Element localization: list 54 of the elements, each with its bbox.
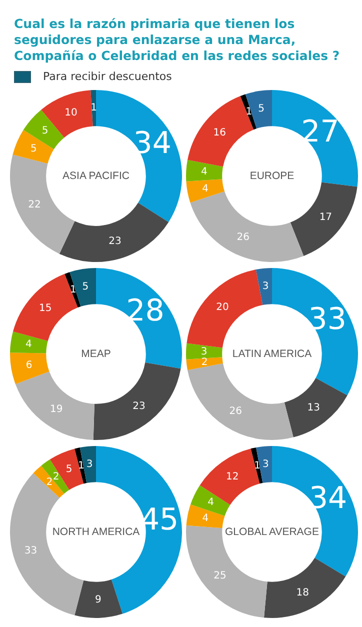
text: LATIN AMERICA: [232, 348, 312, 360]
data-label: 5: [42, 126, 48, 137]
data-label: 27: [301, 114, 340, 150]
data-label: 9: [94, 594, 102, 606]
data-label: 17: [319, 212, 332, 224]
data-label: 19: [50, 404, 63, 415]
data-label: 18: [296, 587, 309, 598]
data-label: 1: [78, 460, 84, 472]
data-label: 5: [82, 281, 89, 292]
data-label: 23: [108, 236, 122, 247]
data-label: 4: [202, 183, 208, 194]
data-label: 10: [64, 107, 78, 118]
data-label: 20: [216, 302, 229, 314]
data-label: 34: [308, 481, 348, 516]
text: MEAP: [81, 348, 111, 360]
data-label: 16: [213, 127, 226, 138]
data-label: 25: [214, 570, 226, 582]
data-label: 3: [262, 280, 269, 292]
data-label: 2: [46, 477, 53, 488]
data-label: 1: [246, 106, 252, 118]
data-label: 22: [28, 200, 41, 211]
legend-label: Para recibir descuentos: [43, 70, 172, 83]
data-label: 26: [229, 406, 242, 417]
data-label: 4: [201, 166, 208, 178]
data-label: 6: [26, 360, 32, 372]
data-label: 12: [226, 471, 239, 482]
data-label: 5: [66, 464, 72, 476]
data-label: 23: [132, 401, 146, 412]
data-label: 3: [200, 346, 208, 358]
text: GLOBAL AVERAGE: [225, 526, 319, 538]
data-label: 1: [70, 284, 76, 296]
data-label: 1: [90, 102, 98, 114]
text: ASIA PACIFIC: [62, 170, 130, 182]
data-label: 2: [201, 357, 208, 368]
data-label: 26: [236, 232, 250, 244]
data-label: 28: [126, 293, 164, 328]
data-label: 15: [39, 303, 52, 314]
data-label: 4: [26, 339, 32, 350]
data-label: 4: [208, 496, 214, 508]
data-label: 1: [254, 460, 261, 472]
data-label: 3: [262, 458, 269, 470]
text: EUROPE: [250, 170, 294, 182]
text: NORTH AMERICA: [52, 526, 140, 538]
data-label: 33: [24, 546, 38, 557]
data-label: 4: [202, 512, 209, 524]
data-label: 13: [307, 402, 320, 414]
data-label: 2: [52, 472, 60, 483]
data-label: 33: [308, 302, 346, 338]
chart-title: Cual es la razón primaria que tienen los seguidores para enlazarse a una Marca, Compañía o Celebridad en las redes sociales ?: [13, 15, 341, 65]
data-label: 45: [140, 502, 179, 538]
data-label: 3: [86, 458, 93, 470]
data-label: 34: [133, 126, 172, 161]
data-label: 5: [30, 144, 37, 155]
data-label: 5: [258, 103, 265, 114]
